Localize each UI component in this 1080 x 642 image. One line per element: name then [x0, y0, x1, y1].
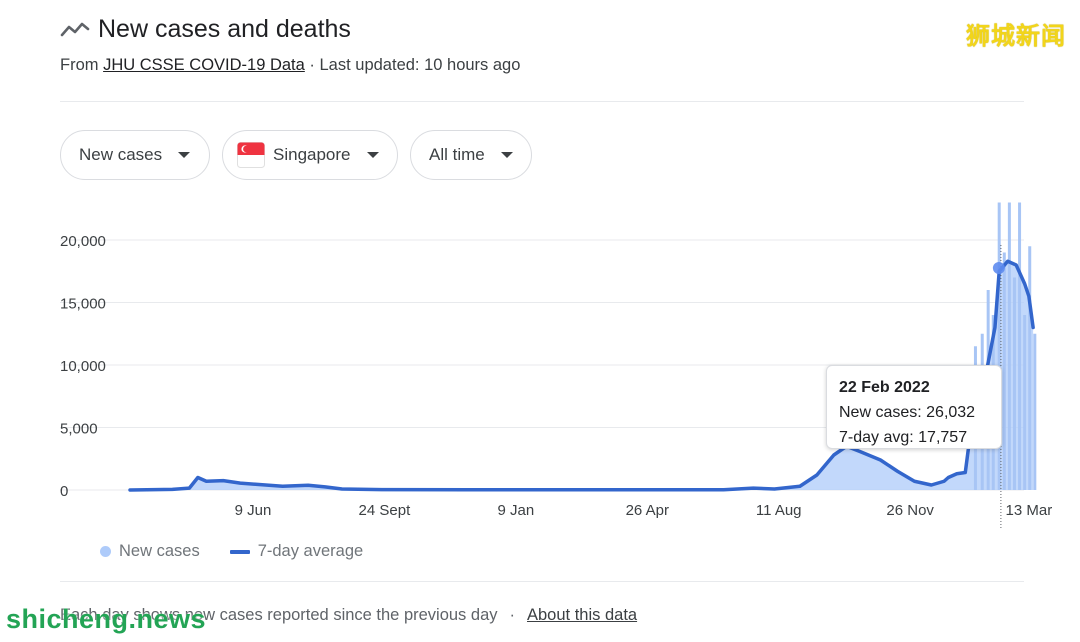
tooltip-new-cases: New cases: 26,032: [839, 404, 976, 421]
footer-separator: ·: [509, 606, 516, 624]
x-tick-label: 13 Mar: [1006, 502, 1053, 519]
y-tick-label: 0: [60, 483, 68, 500]
legend: New cases 7-day average: [100, 542, 363, 561]
location-dropdown-label: Singapore: [273, 145, 351, 164]
range-dropdown[interactable]: All time: [410, 130, 532, 180]
footer-note: Each day shows new cases reported since …: [60, 606, 498, 624]
new-cases-bar: [1007, 202, 1011, 490]
about-data-link[interactable]: About this data: [527, 606, 638, 624]
y-tick-label: 5,000: [60, 421, 98, 438]
metric-dropdown[interactable]: New cases: [60, 130, 210, 180]
new-cases-bar: [1012, 277, 1016, 490]
watermark-bottom: shicheng.news: [6, 604, 207, 634]
new-cases-bar: [1018, 202, 1022, 490]
new-cases-bar: [1033, 333, 1037, 490]
chevron-down-icon: [178, 152, 191, 158]
x-tick-label: 26 Nov: [886, 502, 934, 519]
chevron-down-icon: [500, 152, 513, 158]
page-title: New cases and deaths: [98, 14, 351, 43]
watermark-top: 狮城新闻: [966, 23, 1066, 50]
new-cases-bar: [997, 202, 1001, 490]
footer: Each day shows new cases reported since …: [60, 606, 637, 625]
location-dropdown[interactable]: Singapore: [222, 130, 398, 180]
header-divider: [60, 101, 1024, 102]
legend-dot-icon: [100, 546, 111, 557]
seven-day-average-line: [128, 259, 1035, 492]
y-tick-label: 15,000: [60, 296, 106, 313]
subtitle: From JHU CSSE COVID-19 Data · Last updat…: [60, 56, 520, 75]
metric-dropdown-label: New cases: [79, 145, 163, 164]
tooltip-date: 22 Feb 2022: [839, 379, 930, 396]
x-tick-label: 9 Jan: [497, 502, 534, 519]
new-cases-bar: [1002, 252, 1006, 490]
new-cases-bar: [1023, 315, 1027, 490]
legend-line-icon: [229, 549, 250, 554]
x-tick-label: 26 Apr: [626, 502, 669, 519]
title-row: New cases and deaths: [60, 12, 351, 46]
source-prefix: From: [60, 56, 99, 74]
data-tooltip: 22 Feb 2022 New cases: 26,032 7-day avg:…: [826, 365, 1002, 449]
y-tick-label: 20,000: [60, 233, 106, 250]
singapore-flag-icon: [237, 142, 265, 168]
y-axis: 0 5,000 10,000 15,000 20,000: [60, 233, 106, 500]
legend-new-cases: New cases: [119, 542, 200, 560]
trend-line-icon: [60, 22, 90, 37]
legend-7-day-average: 7-day average: [257, 542, 364, 560]
line-layer: [128, 259, 1035, 492]
last-updated: · Last updated: 10 hours ago: [309, 56, 521, 74]
hover-marker: [992, 262, 1005, 275]
range-dropdown-label: All time: [429, 145, 485, 164]
x-tick-label: 9 Jun: [235, 502, 272, 519]
tooltip-avg: 7-day avg: 17,757: [839, 429, 968, 446]
source-link[interactable]: JHU CSSE COVID-19 Data: [103, 56, 305, 74]
y-tick-label: 10,000: [60, 358, 106, 375]
x-tick-label: 24 Sept: [359, 502, 412, 519]
new-cases-bar: [1028, 246, 1032, 490]
x-axis: 9 Jun 24 Sept 9 Jan 26 Apr 11 Aug 26 Nov 13 Ma…: [235, 502, 1053, 519]
x-tick-label: 11 Aug: [756, 502, 802, 519]
chevron-down-icon: [366, 152, 379, 158]
footer-divider: [60, 581, 1024, 582]
